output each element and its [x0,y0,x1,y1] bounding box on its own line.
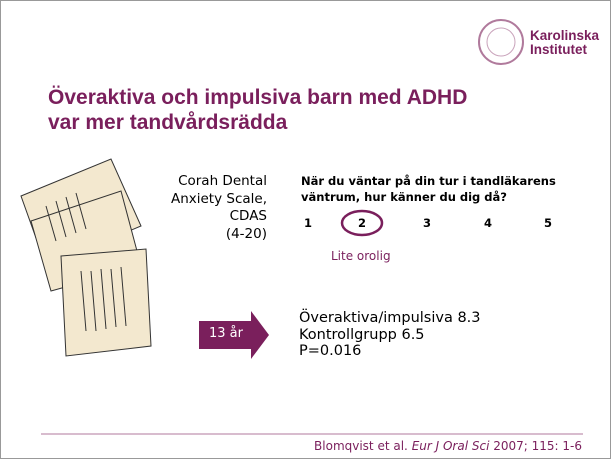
logo-seal-inner [487,28,515,56]
scale-line: CDAS [121,208,267,226]
logo-line: Institutet [530,43,599,57]
title-line: Överaktiva och impulsiva barn med ADHD [48,85,467,110]
title-line: var mer tandvårdsrädda [48,110,467,135]
option: 5 [544,216,552,230]
scale-line: (4-20) [121,226,267,244]
result-line: P=0.016 [299,343,481,360]
selected-label: Lite orolig [331,249,391,263]
slide: Karolinska Institutet Överaktiva och imp… [0,0,611,459]
option: 2 [358,216,366,230]
arrow-label: 13 år [209,326,243,341]
logo-text: Karolinska Institutet [530,29,599,57]
citation-authors: Blomqvist et al. [314,439,408,453]
result-line: Kontrollgrupp 6.5 [299,327,481,344]
logo-seal [479,20,523,64]
option: 3 [423,216,431,230]
question-line: När du väntar på din tur i tandläkarens [301,173,556,189]
question-line: väntrum, hur känner du dig då? [301,189,556,205]
result-line: Överaktiva/impulsiva 8.3 [299,310,481,327]
scale-line: Corah Dental [121,173,267,191]
citation: Blomqvist et al. Eur J Oral Sci 2007; 11… [314,439,582,453]
citation-details: 2007; 115: 1-6 [493,439,582,453]
slide-title: Överaktiva och impulsiva barn med ADHD v… [48,85,467,135]
option: 4 [484,216,492,230]
option: 1 [304,216,312,230]
citation-journal: Eur J Oral Sci [412,439,490,453]
logo-line: Karolinska [530,29,599,43]
scale-line: Anxiety Scale, [121,191,267,209]
